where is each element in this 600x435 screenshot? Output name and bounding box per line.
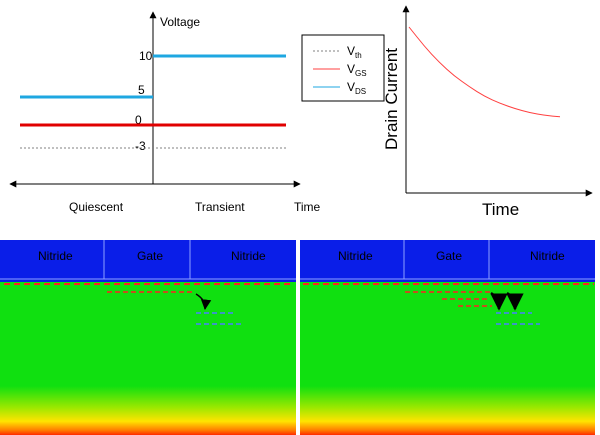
time-axis-label: Time [294, 200, 321, 214]
legend-vds-label: VDS [347, 80, 366, 96]
nitride-label-left-2: Nitride [231, 249, 266, 263]
nitride-label-left-1: Nitride [38, 249, 73, 263]
dc-ylabel: Drain Current [382, 48, 401, 150]
device-panel-left: Nitride Gate Nitride [0, 240, 296, 435]
electron-transfer-arrow-right-2 [506, 291, 524, 311]
quiescent-label: Quiescent [69, 200, 124, 214]
legend-vgs-label: VGS [347, 62, 367, 78]
tick-label-5: 5 [138, 83, 145, 97]
substrate-left [0, 282, 296, 435]
gate-label-left: Gate [137, 249, 163, 263]
nitride-gate-layer-right [300, 240, 595, 282]
gate-label-right: Gate [436, 249, 462, 263]
drain-current-series-line [408, 26, 561, 118]
tick-label-minus3: -3 [135, 139, 146, 153]
electron-transfer-arrow-left [195, 293, 212, 311]
panel-separator [296, 240, 300, 435]
tick-label-10: 10 [139, 49, 153, 63]
legend-box [301, 34, 385, 102]
transient-label: Transient [195, 200, 245, 214]
nitride-label-right-1: Nitride [338, 249, 373, 263]
voltage-axis-label: Voltage [160, 15, 200, 29]
voltage-chart: Voltage Time Quiescent Transient 10 5 0 … [9, 11, 321, 214]
substrate-right [300, 282, 595, 435]
device-panel-right: Nitride Gate Nitride [300, 240, 595, 435]
tick-label-0: 0 [135, 113, 142, 127]
dc-xlabel: Time [482, 200, 519, 219]
legend: Vth VGS VDS [301, 34, 385, 102]
nitride-label-right-2: Nitride [530, 249, 565, 263]
legend-vth-label: Vth [347, 44, 362, 60]
electron-transfer-arrow-right-1 [490, 291, 508, 311]
drain-current-chart: Drain Current Time [382, 5, 593, 219]
nitride-gate-layer-left [0, 240, 296, 282]
